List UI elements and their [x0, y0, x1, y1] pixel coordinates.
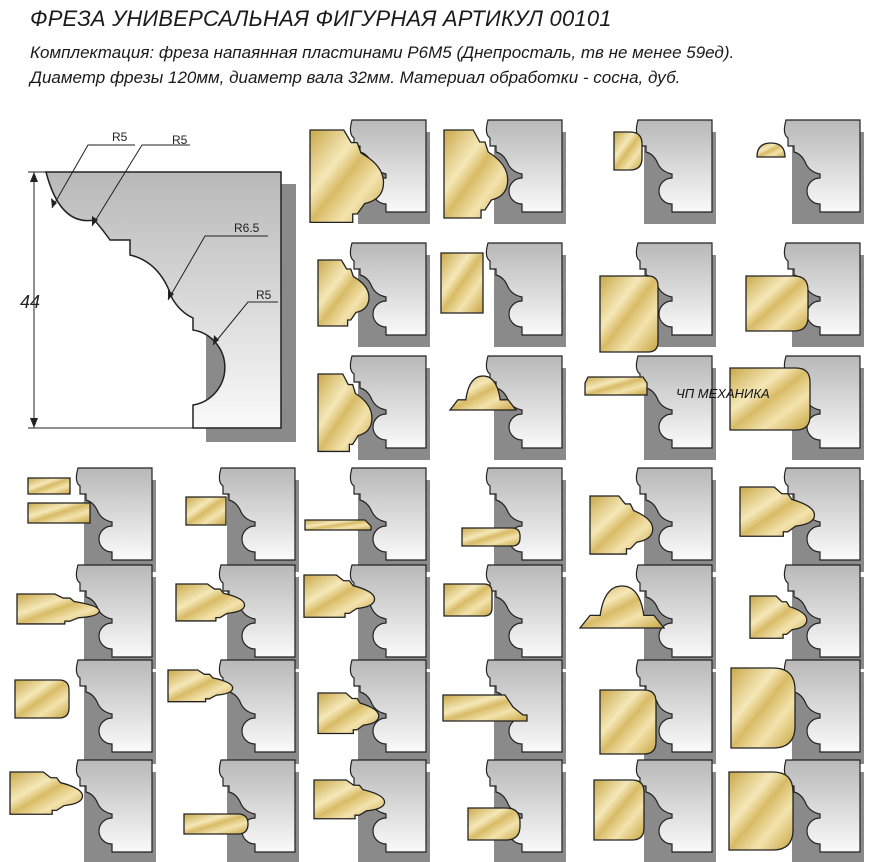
description-line-2: Диаметр фрезы 120мм, диаметр вала 32мм. …	[30, 68, 681, 87]
workpiece-profile	[745, 275, 809, 332]
workpiece-profile	[304, 519, 372, 531]
workpiece-profile	[584, 376, 648, 396]
workpiece-profile	[756, 142, 786, 158]
cutter-thumb	[635, 759, 716, 862]
cutter-thumb	[485, 659, 566, 764]
main-cutter-body	[45, 171, 282, 429]
cutter-thumb	[635, 119, 716, 224]
radius-label-4: R5	[256, 288, 272, 302]
workpiece-profile	[443, 129, 509, 219]
cutter-thumb	[349, 355, 430, 460]
radius-label-3: R6.5	[234, 221, 260, 235]
workpiece-profile	[599, 275, 659, 353]
cutter-thumb	[218, 659, 299, 764]
workpiece-profile	[461, 527, 521, 547]
cutter-thumb	[349, 564, 430, 669]
cutter-thumb	[783, 659, 864, 764]
cutter-thumb	[349, 242, 430, 347]
cutter-thumb	[635, 355, 716, 460]
cutter-thumb	[218, 759, 299, 862]
workpiece-profile	[14, 679, 70, 719]
workpiece-profile	[467, 807, 521, 841]
cutter-thumb	[349, 759, 430, 862]
description-line-1: Комплектация: фреза напаянная пластинами…	[30, 43, 735, 62]
workpiece-profile	[729, 367, 811, 431]
cutter-thumb	[635, 467, 716, 572]
workpiece-profile	[749, 595, 808, 639]
workpiece-profile	[728, 771, 794, 851]
cutter-thumb	[635, 564, 716, 669]
workpiece-profile	[183, 813, 249, 835]
workpiece-profile	[317, 259, 370, 327]
page-title: ФРЕЗА УНИВЕРСАЛЬНАЯ ФИГУРНАЯ АРТИКУЛ 001…	[30, 6, 612, 31]
workpiece-profile	[440, 252, 484, 314]
workpiece-profile	[167, 669, 234, 703]
radius-label-1: R5	[112, 130, 128, 144]
workpiece-profile	[309, 129, 385, 224]
cutter-thumb	[783, 119, 864, 224]
cutter-thumb	[75, 759, 156, 862]
workpiece-profile	[589, 495, 654, 555]
workpiece-profile	[739, 486, 816, 537]
workpiece-profile	[578, 585, 666, 629]
workpiece-profile	[443, 583, 493, 617]
workpiece-profile	[185, 496, 227, 526]
workpiece-profile	[613, 131, 643, 171]
workpiece-profile	[317, 373, 373, 453]
workpiece-profile	[313, 779, 386, 820]
workpiece-profile	[599, 689, 657, 755]
cutter-thumb	[75, 659, 156, 764]
workpiece-profile	[9, 771, 84, 815]
cutter-thumb	[485, 119, 566, 224]
cutter-thumb	[75, 564, 156, 669]
workpiece-profile	[593, 779, 645, 841]
workpiece-profile	[16, 593, 100, 625]
cutter-thumb	[783, 759, 864, 862]
workpiece-profile	[27, 477, 71, 495]
height-label: 44	[20, 292, 40, 312]
workpiece-profile	[303, 574, 376, 618]
cutter-thumb	[485, 467, 566, 572]
workpiece-profile	[175, 583, 246, 622]
workpiece-profile	[317, 692, 380, 735]
cutter-thumb	[783, 467, 864, 572]
profile-grid	[9, 119, 864, 862]
cutter-thumb	[485, 242, 566, 347]
radius-label-2: R5	[172, 133, 188, 147]
cutter-thumb	[75, 467, 156, 572]
workpiece-profile	[730, 667, 796, 749]
workpiece-profile	[27, 502, 91, 524]
workpiece-profile	[448, 375, 518, 411]
workpiece-profile	[442, 694, 528, 722]
main-cutter-profile: 44 R5 R5 R6.5 R5	[20, 130, 296, 442]
cutter-thumb	[485, 564, 566, 669]
watermark: ЧП МЕХАНИКА	[676, 386, 770, 401]
cutter-thumb	[783, 242, 864, 347]
cutter-thumb	[218, 564, 299, 669]
cutter-thumb	[485, 355, 566, 460]
cutter-thumb	[218, 467, 299, 572]
